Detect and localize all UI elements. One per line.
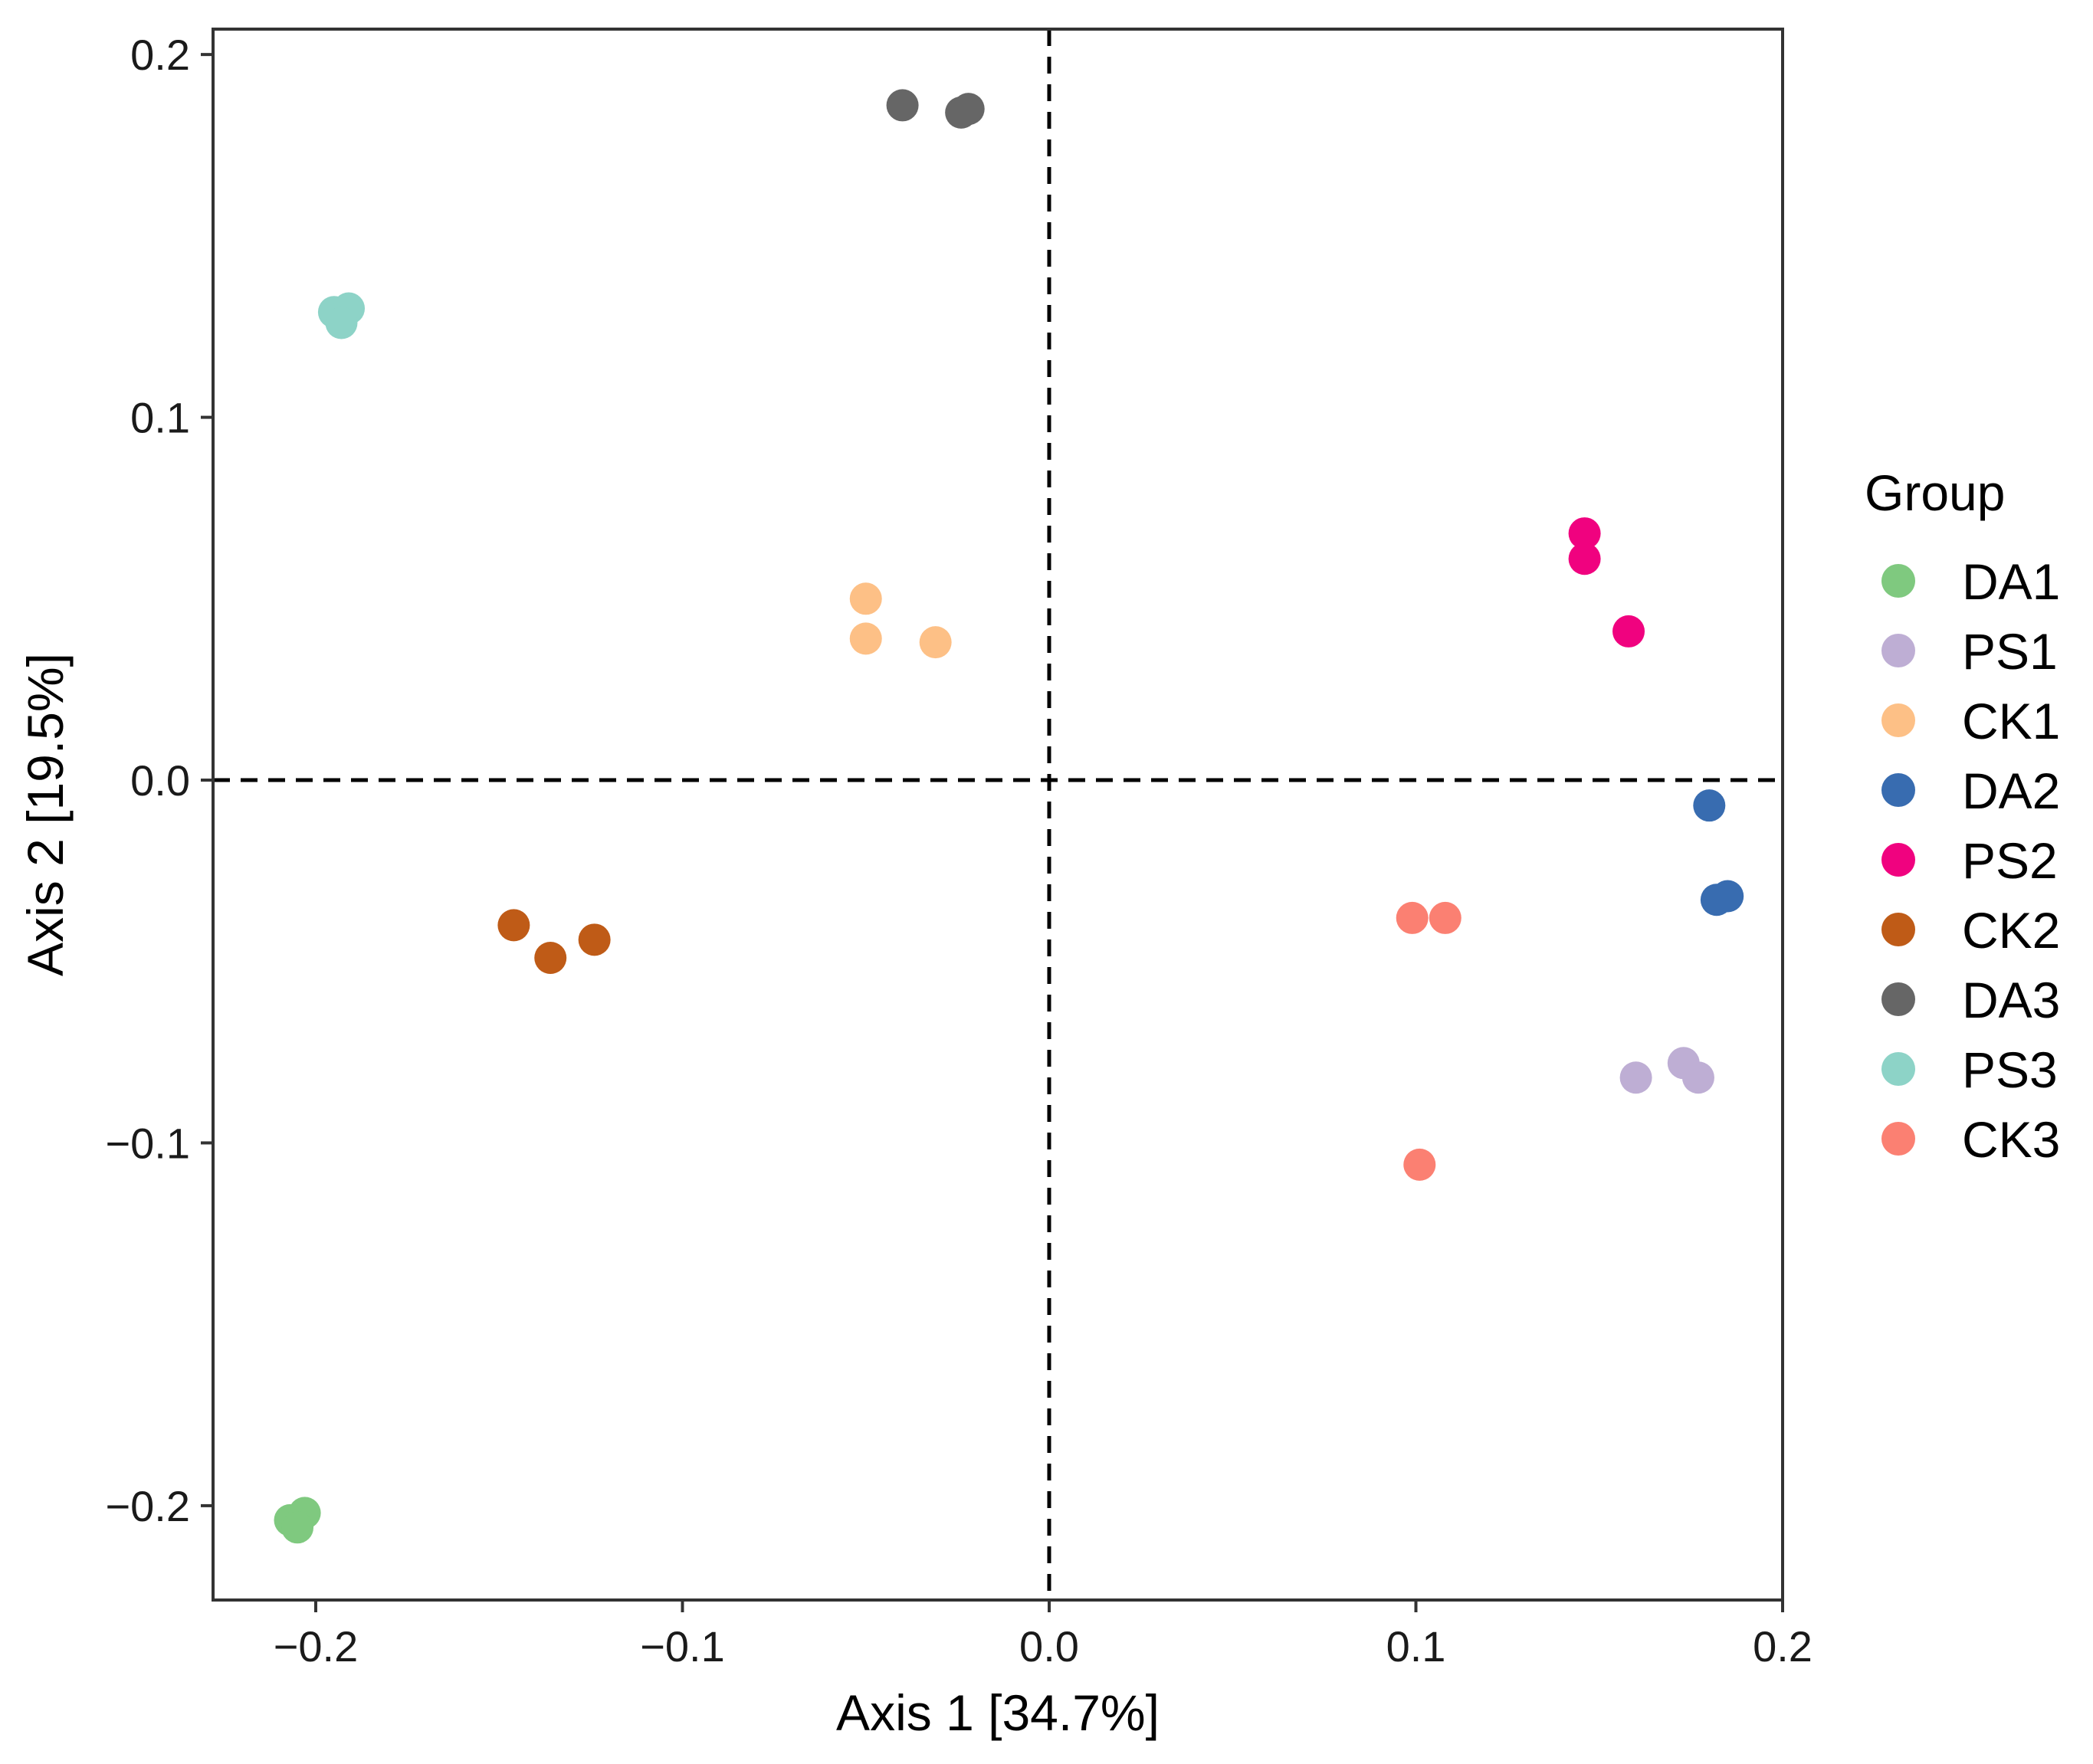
legend-label-ps1: PS1 — [1962, 623, 2058, 680]
point-ck2 — [534, 942, 567, 975]
point-ps1 — [1681, 1061, 1714, 1094]
y-tick-label: 0.2 — [130, 31, 190, 79]
point-ck1 — [849, 582, 882, 615]
point-ps3 — [325, 307, 358, 339]
legend-title: Group — [1865, 464, 2005, 521]
legend-key-da2 — [1881, 773, 1915, 807]
point-ck3 — [1429, 901, 1461, 934]
point-ps2 — [1568, 543, 1601, 575]
legend-label-ck2: CK2 — [1962, 902, 2060, 959]
point-ck3 — [1396, 901, 1429, 934]
legend-key-da3 — [1881, 982, 1915, 1016]
plot-panel-border — [212, 28, 1784, 1602]
x-tick-label: 0.2 — [1753, 1622, 1813, 1671]
x-tick-label: −0.2 — [274, 1622, 359, 1671]
point-ps2 — [1612, 615, 1645, 648]
legend-key-ps1 — [1881, 634, 1915, 667]
x-axis-title: Axis 1 [34.7%] — [836, 1684, 1160, 1741]
y-tick-label: −0.2 — [105, 1482, 190, 1530]
legend-key-da1 — [1881, 564, 1915, 598]
point-ck1 — [919, 626, 952, 659]
legend-key-ck1 — [1881, 703, 1915, 737]
point-da2 — [1693, 789, 1726, 822]
y-tick-label: −0.1 — [105, 1119, 190, 1167]
y-axis: −0.2 −0.1 0.0 0.1 0.2 — [105, 31, 213, 1530]
legend-label-ck1: CK1 — [1962, 693, 2060, 749]
point-ck1 — [849, 622, 882, 655]
point-ck2 — [497, 909, 530, 942]
legend-label-ck3: CK3 — [1962, 1111, 2060, 1168]
point-da3 — [952, 93, 985, 126]
legend-label-ps2: PS2 — [1962, 832, 2058, 889]
legend-label-da2: DA2 — [1962, 762, 2060, 819]
legend-key-ps3 — [1881, 1052, 1915, 1086]
y-tick-label: 0.0 — [130, 756, 190, 805]
legend-key-ps2 — [1881, 843, 1915, 877]
y-axis-title: Axis 2 [19.5%] — [17, 653, 74, 976]
point-ps2 — [1568, 517, 1601, 550]
x-tick-label: −0.1 — [640, 1622, 725, 1671]
point-ck2 — [578, 923, 611, 956]
x-tick-label: 0.1 — [1386, 1622, 1446, 1671]
point-da3 — [886, 89, 919, 122]
point-da2 — [1711, 880, 1744, 913]
y-tick-label: 0.1 — [130, 394, 190, 442]
point-ck3 — [1403, 1148, 1436, 1181]
legend: Group DA1 PS1 CK1 DA2 PS2 CK2 DA3 PS3 CK3 — [1865, 464, 2060, 1168]
point-ps1 — [1619, 1061, 1652, 1094]
legend-label-da3: DA3 — [1962, 972, 2060, 1028]
legend-key-ck3 — [1881, 1122, 1915, 1156]
point-da1 — [281, 1511, 314, 1544]
x-axis: −0.2 −0.1 0.0 0.1 0.2 — [274, 1600, 1813, 1671]
data-points-layer — [274, 89, 1744, 1544]
legend-label-da1: DA1 — [1962, 553, 2060, 610]
legend-label-ps3: PS3 — [1962, 1041, 2058, 1098]
x-tick-label: 0.0 — [1019, 1622, 1079, 1671]
legend-key-ck2 — [1881, 913, 1915, 946]
